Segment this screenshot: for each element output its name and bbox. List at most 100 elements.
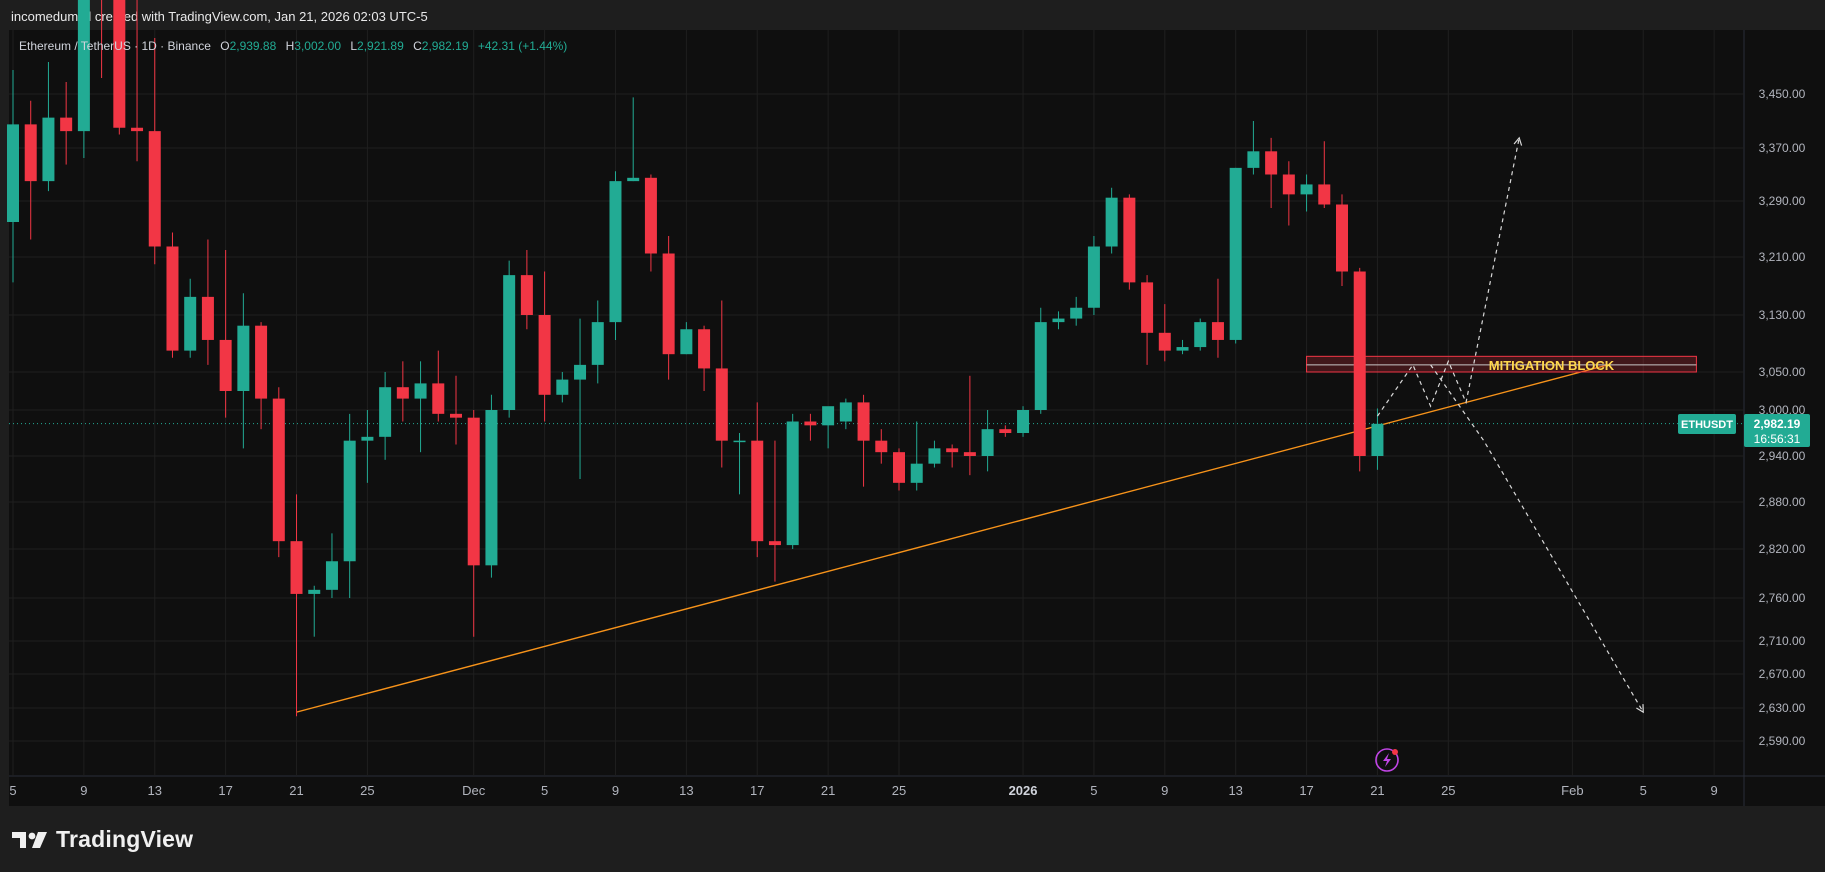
projection-arrowhead — [1636, 704, 1644, 714]
candle-down — [1336, 194, 1348, 286]
time-tick-label: 9 — [80, 783, 87, 798]
candle-body — [733, 440, 746, 443]
candle-body — [556, 379, 569, 395]
candle-body — [1070, 307, 1083, 319]
candle-body — [609, 181, 622, 323]
candle-down — [219, 250, 232, 418]
candle-down — [1353, 267, 1366, 472]
candle-body — [1265, 151, 1278, 175]
candle-up — [591, 300, 604, 384]
change-value: +42.31 (+1.44%) — [478, 39, 567, 53]
ohlc-legend: Ethereum / TetherUS · 1D · Binance O2,93… — [19, 39, 567, 53]
trendline-layer — [296, 364, 1608, 713]
candle-down — [963, 375, 976, 476]
mitigation-block-box — [1306, 355, 1697, 373]
candle-body — [662, 253, 675, 355]
candle-up — [1052, 311, 1065, 330]
candle-down — [893, 448, 905, 491]
candle-up — [1105, 187, 1118, 254]
high-label: H — [286, 39, 295, 53]
candle-up — [910, 421, 923, 491]
candle-up — [414, 361, 427, 453]
candle-body — [999, 429, 1012, 433]
price-tick-label: 2,940.00 — [1759, 449, 1806, 463]
candle-up — [42, 62, 55, 192]
candle-down — [166, 232, 179, 358]
time-tick-label: 21 — [289, 783, 303, 798]
candle-body — [255, 325, 268, 399]
candle-up — [574, 318, 587, 479]
candle-up — [627, 97, 640, 182]
candle-down — [396, 361, 409, 422]
candle-down — [1282, 161, 1295, 226]
open-label: O — [220, 39, 229, 53]
candle-body — [928, 448, 941, 464]
candle-down — [148, 38, 161, 265]
time-axis[interactable]: 5 9 13 17 21 25 Dec 5 9 13 17 21 25 2026 5 9 13 17 21 25 Feb… — [9, 783, 1717, 798]
candle-up — [1371, 408, 1384, 470]
grid — [9, 30, 1744, 776]
candle-body — [768, 541, 781, 546]
candle-down — [644, 174, 657, 272]
time-tick-label: 17 — [1299, 783, 1313, 798]
price-tag-value: 2,982.19 — [1754, 417, 1801, 431]
candle-up — [184, 278, 197, 358]
candle-down — [698, 325, 711, 391]
candle-body — [1034, 322, 1047, 410]
candle-body — [131, 127, 144, 132]
candle-body — [839, 402, 852, 422]
candle-body — [963, 452, 976, 456]
candle-body — [786, 421, 799, 546]
candle-down — [255, 322, 268, 430]
candle-body — [698, 329, 711, 369]
time-tick-label: 25 — [360, 783, 374, 798]
candle-down — [520, 250, 533, 330]
candle-down — [467, 410, 480, 637]
projection-layer — [1376, 136, 1644, 714]
ascending-trendline — [296, 364, 1608, 713]
candle-up — [609, 171, 622, 340]
candle-up — [237, 293, 250, 449]
high-value: 3,002.00 — [294, 39, 341, 53]
flash-icon[interactable] — [1375, 748, 1399, 772]
price-tick-label: 3,050.00 — [1759, 365, 1806, 379]
candle-up — [7, 70, 19, 283]
candle-up — [325, 533, 338, 598]
time-tick-label: 13 — [148, 783, 162, 798]
candle-body — [1052, 318, 1065, 323]
candle-up — [343, 413, 356, 598]
price-axis[interactable]: 2,590.00 2,630.00 2,670.00 2,710.00 2,760.00… — [1759, 87, 1806, 748]
candle-up — [1176, 339, 1189, 355]
price-tick-label: 2,820.00 — [1759, 542, 1806, 556]
mitigation-block-label: MITIGATION BLOCK — [1489, 358, 1615, 373]
candle-body — [184, 296, 197, 351]
candle-down — [131, 0, 144, 162]
candle-body — [680, 329, 693, 355]
candle-down — [768, 440, 781, 582]
symbol-tag: ETHUSDT — [1681, 419, 1733, 431]
time-tick-label: Feb — [1561, 783, 1583, 798]
candle-body — [875, 440, 888, 453]
candle-up — [786, 413, 799, 549]
candle-body — [379, 387, 392, 437]
candle-body — [946, 448, 959, 453]
candle-up — [839, 398, 852, 430]
candle-body — [1087, 246, 1100, 308]
candle-body — [485, 410, 498, 566]
candle-body — [77, 0, 90, 132]
candle-body — [1158, 332, 1171, 351]
candle-body — [148, 131, 161, 247]
candle-body — [201, 296, 214, 340]
candle-body — [272, 398, 285, 542]
candle-down — [1211, 278, 1224, 358]
price-tick-label: 3,450.00 — [1759, 87, 1806, 101]
candle-up — [1034, 307, 1047, 414]
candle-body — [1300, 184, 1313, 195]
candle-up — [308, 585, 321, 637]
price-tick-label: 2,590.00 — [1759, 734, 1806, 748]
projection-arrowhead — [1513, 136, 1523, 146]
tradingview-logo[interactable]: TradingView — [12, 826, 193, 853]
candle-body — [644, 177, 657, 254]
candle-down — [875, 429, 888, 464]
